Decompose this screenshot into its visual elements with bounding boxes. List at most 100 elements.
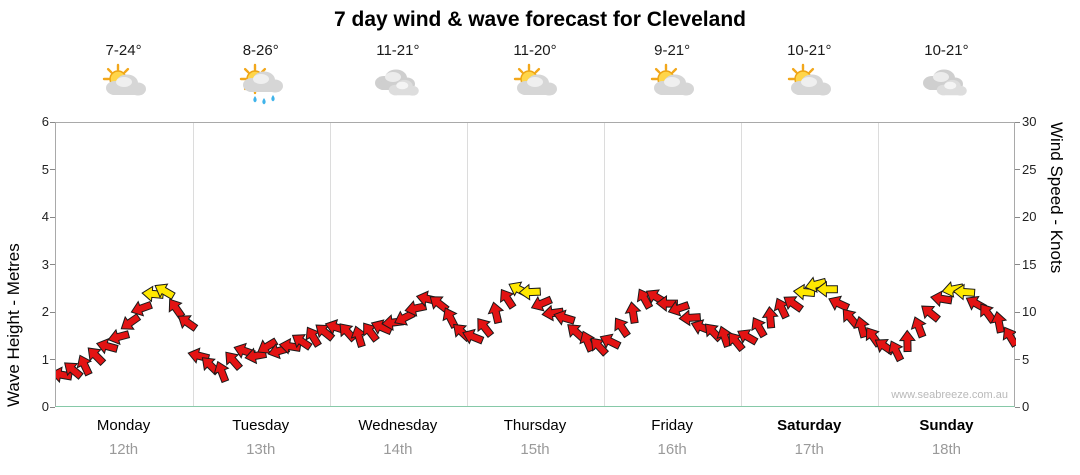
wind-arrow — [1002, 326, 1016, 348]
wind-arrow — [614, 317, 631, 339]
wind-arrow — [213, 360, 230, 384]
raindrop-icon — [262, 98, 266, 105]
cloud-icon — [242, 71, 283, 93]
raindrop-icon — [271, 95, 275, 102]
day-weather-icon — [233, 62, 289, 110]
day-temperature: 11-20° — [513, 42, 557, 59]
day-name-label: Wednesday — [358, 417, 438, 434]
wind-arrow — [815, 280, 838, 298]
sun-cloud-icon — [650, 63, 695, 96]
day-temperature: 10-21° — [924, 42, 969, 59]
cloud-icon — [937, 79, 968, 96]
left-axis-title: Wave Height - Metres — [4, 243, 23, 407]
right-axis-title: Wind Speed - Knots — [1047, 122, 1066, 274]
wind-arrow — [930, 290, 953, 308]
wind-arrow — [678, 309, 702, 327]
wind-arrow — [737, 329, 759, 346]
right-axis-tick — [1015, 359, 1020, 360]
wind-arrow — [655, 294, 678, 312]
day-weather-icon — [644, 62, 700, 110]
wind-arrow — [773, 297, 790, 320]
right-axis-tick — [1015, 264, 1020, 265]
left-axis-tick-label: 2 — [41, 304, 49, 319]
day-temperature: 11-21° — [376, 42, 420, 59]
left-axis-tick — [50, 311, 55, 313]
day-gridline — [466, 123, 468, 406]
raindrop-icon — [253, 96, 257, 103]
wind-arrow — [599, 333, 622, 350]
day-weather-icon — [918, 62, 974, 110]
day-temperature: 9-21° — [654, 42, 691, 59]
right-axis-tick-label: 25 — [1022, 161, 1037, 177]
wind-arrow — [888, 340, 905, 363]
wind-arrow — [487, 301, 505, 325]
wind-arrow — [130, 300, 153, 317]
day-gridline — [741, 123, 743, 406]
sun-cloud-rain-icon — [239, 63, 283, 105]
wind-arrow — [64, 362, 84, 380]
wind-arrow — [898, 329, 916, 353]
wind-arrow — [553, 309, 576, 326]
day-name-label: Monday — [96, 417, 151, 434]
day-date-label: 15th — [520, 441, 550, 458]
right-axis-tick — [1015, 216, 1020, 218]
day-date-label: 12th — [108, 441, 139, 458]
wind-arrow — [804, 276, 828, 293]
day-name-label: Saturday — [777, 417, 842, 434]
clouds-icon — [923, 69, 968, 96]
wind-arrow — [120, 313, 142, 330]
wind-arrow — [225, 351, 244, 372]
wind-arrow — [530, 295, 553, 312]
page-title: 7 day wind & wave forecast for Cleveland — [334, 8, 746, 31]
day-date-label: 17th — [794, 441, 824, 458]
wind-arrow — [541, 304, 565, 322]
wind-arrow — [87, 347, 107, 367]
wind-arrow — [910, 316, 927, 339]
left-axis-tick-label: 1 — [41, 351, 49, 367]
left-axis-tick — [50, 359, 55, 360]
wind-arrow — [828, 295, 851, 312]
day-weather-icon — [507, 62, 563, 110]
right-axis-tick — [1015, 121, 1020, 123]
day-date-label: 13th — [246, 441, 276, 458]
day-gridline — [878, 123, 880, 406]
right-axis-tick — [1015, 311, 1020, 313]
left-axis-tick — [50, 216, 55, 218]
wind-arrow — [518, 283, 541, 301]
wind-arrow — [363, 322, 380, 343]
wind-arrow — [107, 328, 131, 346]
wind-arrow — [941, 281, 965, 298]
left-axis-tick — [50, 169, 55, 170]
wind-arrow — [291, 334, 313, 351]
cloud-icon — [105, 74, 146, 96]
day-weather-icon — [96, 62, 152, 110]
sun-cloud-icon — [513, 63, 557, 96]
day-name-label: Friday — [651, 417, 693, 434]
wind-arrow — [499, 288, 517, 310]
left-axis-tick-label: 3 — [41, 256, 49, 272]
day-temperature: 10-21° — [787, 42, 832, 59]
wind-arrow — [177, 315, 199, 332]
day-date-label: 16th — [657, 441, 687, 458]
right-axis-tick — [1015, 406, 1020, 408]
cloud-icon — [654, 74, 695, 96]
wind-arrow — [95, 337, 119, 355]
cloud-icon — [517, 74, 557, 96]
right-axis-tick-label: 10 — [1022, 304, 1037, 319]
wind-arrow — [76, 354, 93, 377]
wind-arrow — [590, 337, 609, 357]
wind-arrow — [761, 306, 779, 329]
sun-cloud-icon — [788, 63, 832, 96]
left-axis-tick-label: 0 — [41, 399, 49, 414]
wind-arrow — [477, 317, 495, 339]
day-name-label: Thursday — [503, 417, 567, 434]
wind-arrow — [462, 328, 485, 345]
wind-arrow — [921, 305, 941, 323]
wind-arrow-series — [56, 276, 1016, 384]
right-axis-tick-label: 5 — [1022, 351, 1030, 367]
wind-arrow — [667, 300, 691, 317]
day-weather-icon — [781, 62, 837, 110]
day-date-label: 14th — [383, 441, 413, 458]
wind-arrow — [350, 325, 367, 349]
